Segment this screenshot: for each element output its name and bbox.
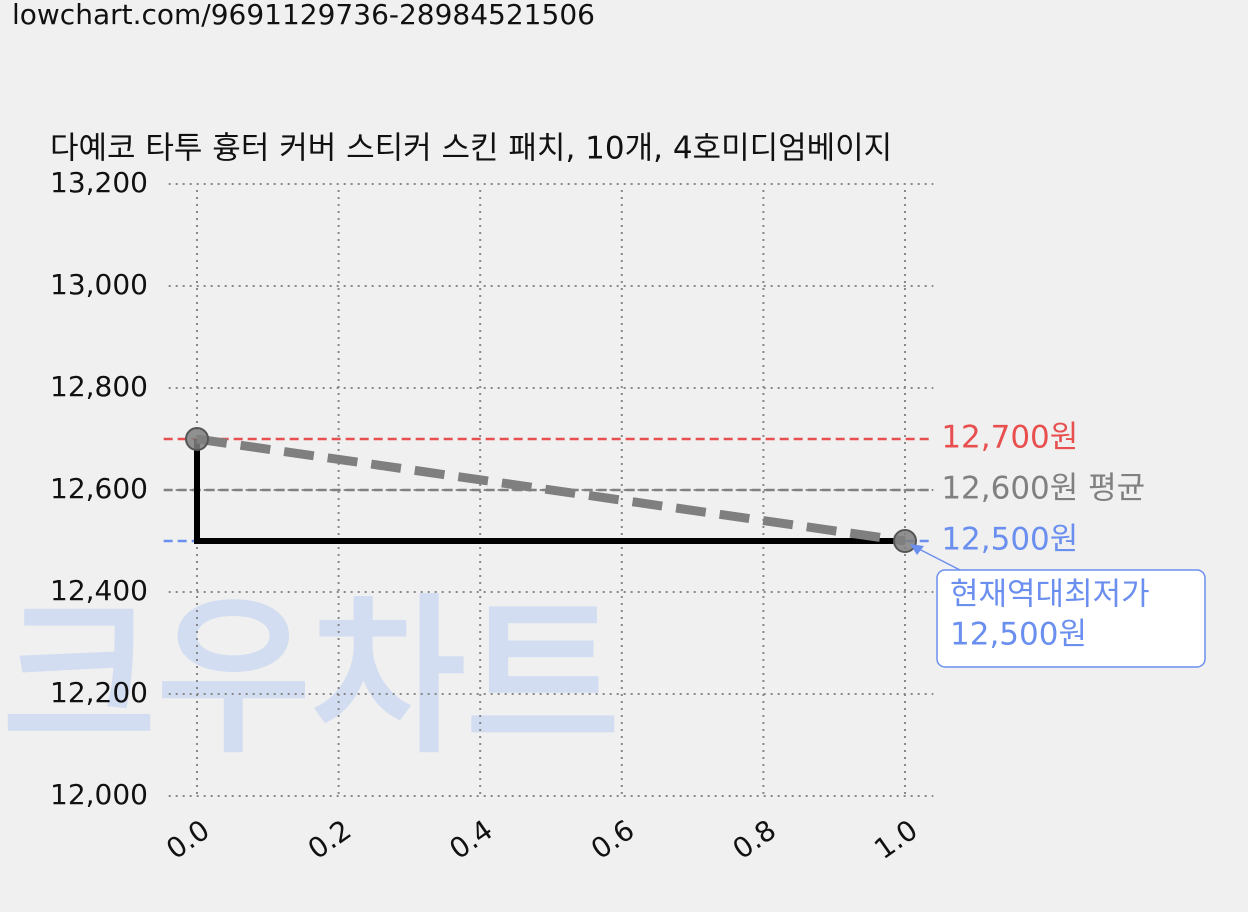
point-marker — [893, 529, 917, 553]
x-tick-label: 0.0 — [160, 813, 215, 866]
y-tick-label: 12,000 — [50, 778, 148, 811]
reference-label: 12,700원 — [941, 420, 1078, 456]
annotation-text: 현재역대최저가 — [950, 577, 1150, 613]
url: lowchart.com/9691129736-28984521506 — [12, 0, 595, 31]
annotation-text: 12,500원 — [950, 617, 1087, 653]
x-tick-label: 0.4 — [443, 813, 498, 866]
x-tick-label: 1.0 — [868, 813, 923, 866]
reference-label: 12,500원 — [941, 522, 1078, 558]
reference-label: 12,600원 평균 — [941, 471, 1145, 507]
x-tick-label: 0.8 — [727, 813, 782, 866]
chart-title: 다예코 타투 흉터 커버 스티커 스킨 패치, 10개, 4호미디엄베이지 — [50, 131, 892, 167]
price-line — [194, 439, 905, 544]
price-line — [196, 434, 906, 546]
y-tick-label: 12,600 — [50, 472, 148, 505]
point-marker — [185, 427, 209, 451]
annotation-box — [936, 569, 1206, 668]
y-tick-label: 13,000 — [50, 268, 148, 301]
watermark: 크우차트 — [2, 579, 620, 777]
annotation-arrowhead — [910, 544, 924, 555]
x-tick-label: 0.6 — [585, 813, 640, 866]
annotation-arrow — [914, 546, 961, 571]
y-tick-label: 12,400 — [50, 574, 148, 607]
y-tick-label: 12,200 — [50, 676, 148, 709]
y-tick-label: 12,800 — [50, 370, 148, 403]
x-tick-label: 0.2 — [302, 813, 357, 866]
y-tick-label: 13,200 — [50, 166, 148, 199]
